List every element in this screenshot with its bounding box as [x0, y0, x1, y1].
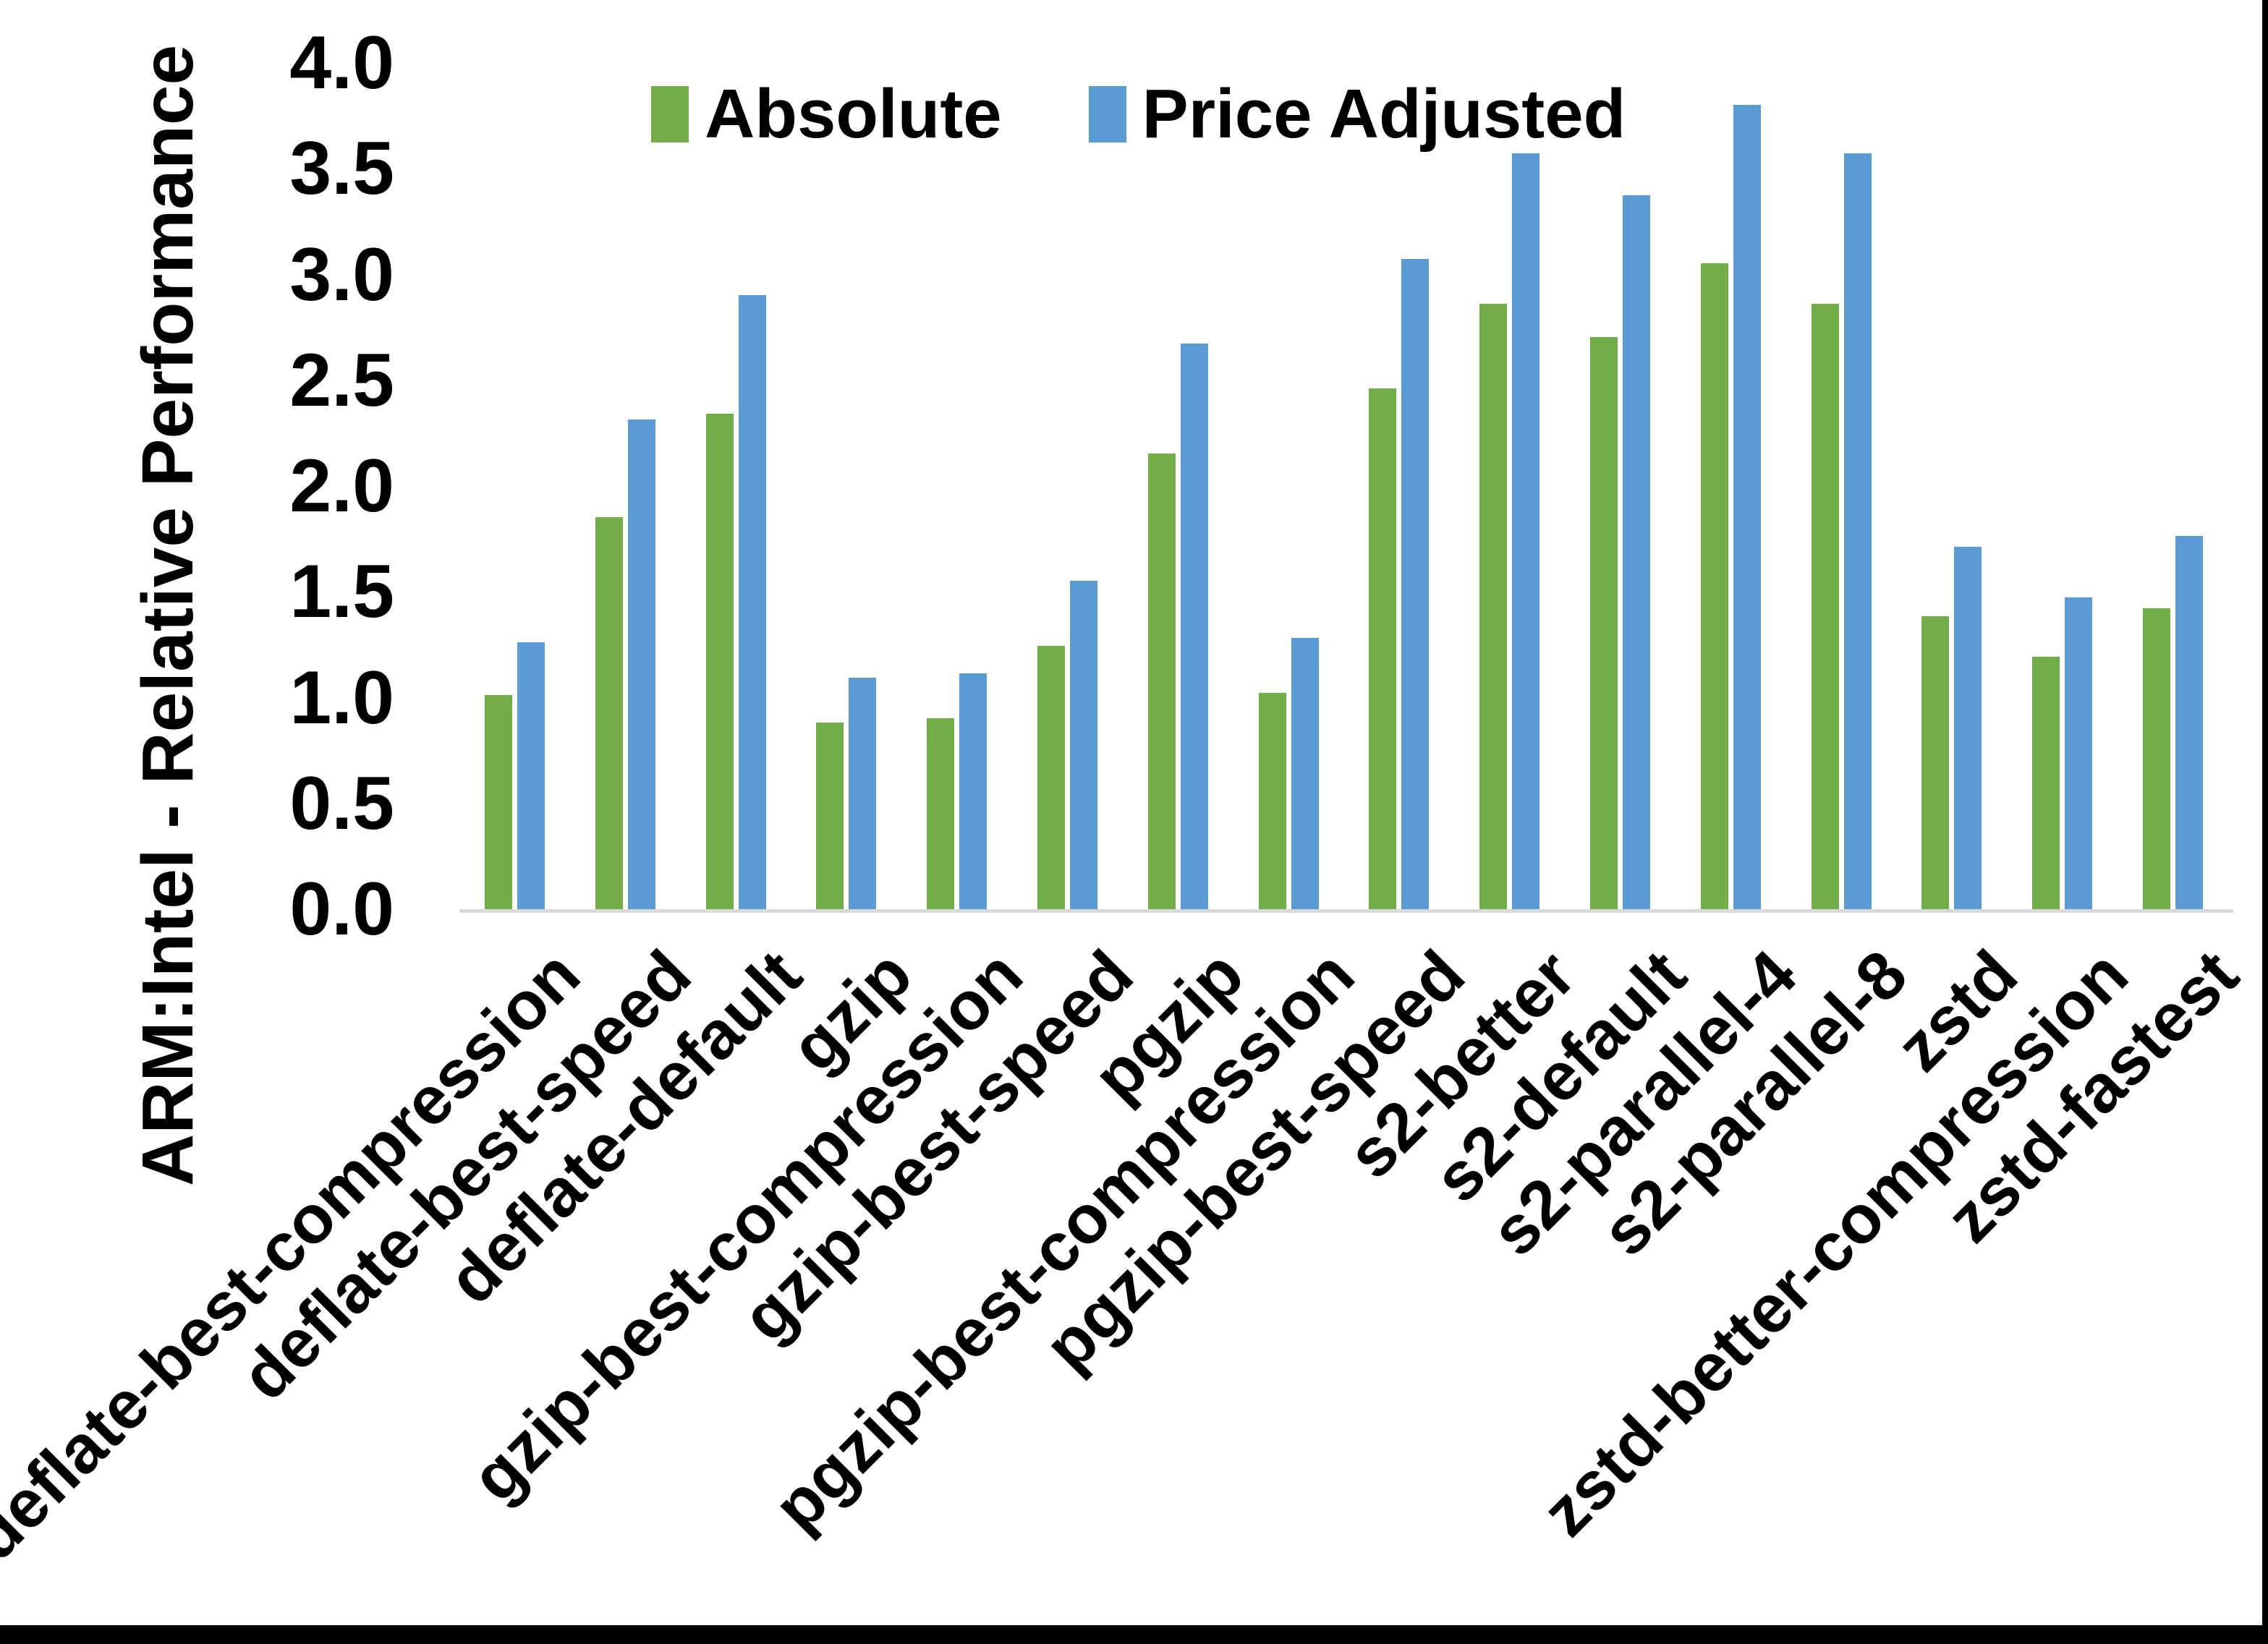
bar-price-adjusted-zstd-better-compression [2065, 597, 2093, 911]
bar-price-adjusted-gzip [849, 678, 877, 911]
bar-absolute-s2-default [1590, 337, 1618, 911]
bar-price-adjusted-pgzip [1180, 344, 1208, 911]
bar-absolute-gzip-best-speed [1037, 646, 1065, 911]
bar-price-adjusted-zstd [1954, 546, 1982, 911]
bar-price-adjusted-s2-parallel-8 [1843, 153, 1872, 911]
bar-absolute-zstd-better-compression [2032, 657, 2060, 911]
bar-price-adjusted-s2-default [1623, 195, 1651, 911]
legend: Absolute Price Adjusted [651, 78, 1626, 150]
bar-price-adjusted-deflate-best-compression [517, 642, 545, 911]
bar-price-adjusted-pgzip-best-speed [1401, 259, 1430, 911]
y-axis-tick-label: 1.5 [289, 550, 394, 634]
bar-absolute-pgzip-best-speed [1369, 388, 1397, 911]
bar-price-adjusted-gzip-best-compression [959, 673, 988, 911]
x-axis-line [459, 909, 2233, 913]
bar-absolute-zstd-fastest [2143, 608, 2171, 911]
y-axis-tick-label: 2.5 [289, 338, 394, 422]
screenshot-right-border [2262, 0, 2268, 1644]
legend-item-price-adjusted: Price Adjusted [1088, 75, 1626, 153]
bar-price-adjusted-deflate-default [738, 294, 766, 911]
bar-price-adjusted-s2-parallel-4 [1733, 104, 1761, 911]
bar-absolute-zstd [1921, 616, 1950, 911]
bar-absolute-s2-better [1479, 303, 1508, 911]
legend-label-price-adjusted: Price Adjusted [1142, 75, 1626, 153]
bar-price-adjusted-deflate-best-speed [627, 419, 655, 911]
bar-absolute-s2-parallel-8 [1811, 303, 1839, 911]
bar-absolute-pgzip [1147, 453, 1176, 911]
legend-swatch-absolute-icon [651, 86, 689, 142]
bar-price-adjusted-gzip-best-speed [1069, 580, 1097, 911]
bar-absolute-s2-parallel-4 [1700, 263, 1728, 911]
bar-absolute-pgzip-best-compression [1258, 692, 1286, 911]
bar-price-adjusted-s2-better [1512, 153, 1540, 911]
legend-swatch-price-adjusted-icon [1088, 86, 1126, 142]
y-axis-tick-label: 0.5 [289, 761, 394, 846]
bar-price-adjusted-pgzip-best-compression [1291, 637, 1319, 911]
bar-absolute-gzip [816, 722, 844, 911]
bar-absolute-deflate-best-speed [595, 516, 623, 911]
bar-absolute-gzip-best-compression [927, 717, 955, 911]
bar-absolute-deflate-best-compression [484, 694, 512, 911]
y-axis-tick-label: 3.5 [289, 127, 394, 211]
y-axis-tick-label: 0.0 [289, 866, 394, 951]
bar-absolute-deflate-default [705, 413, 734, 911]
y-axis-tick-label: 4.0 [289, 20, 394, 105]
y-axis-tick-label: 3.0 [289, 232, 394, 317]
y-axis-tick-label: 1.0 [289, 655, 394, 740]
legend-label-absolute: Absolute [705, 75, 1002, 153]
y-axis-tick-label: 2.0 [289, 443, 394, 528]
screenshot-bottom-border [0, 1625, 2268, 1644]
legend-item-absolute: Absolute [651, 80, 1002, 149]
bar-price-adjusted-zstd-fastest [2175, 536, 2204, 911]
y-axis-title: ARM:Intel - Relative Performance [127, 44, 208, 1186]
